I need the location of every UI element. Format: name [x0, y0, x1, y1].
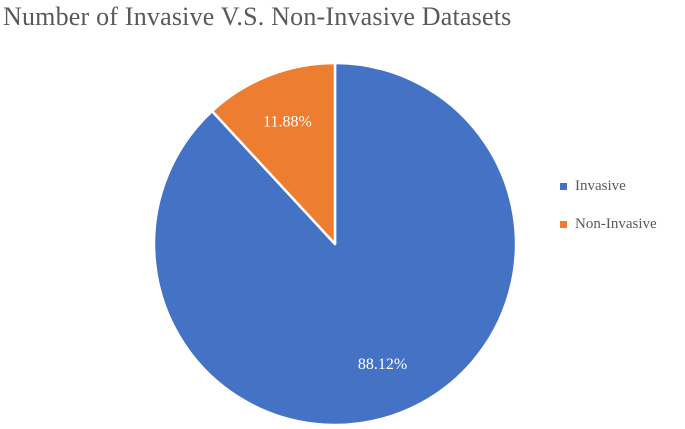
- chart-legend: Invasive Non-Invasive: [560, 176, 657, 252]
- data-label-invasive: 88.12%: [358, 356, 407, 373]
- legend-swatch-invasive: [560, 182, 567, 190]
- legend-label-invasive: Invasive: [575, 177, 626, 194]
- data-label-non-invasive: 11.88%: [263, 113, 312, 130]
- legend-item-invasive: Invasive: [560, 176, 657, 196]
- chart-title: Number of Invasive V.S. Non-Invasive Dat…: [3, 2, 512, 31]
- pie-slice-non-invasive: [210, 61, 337, 246]
- legend-item-non-invasive: Non-Invasive: [560, 214, 657, 234]
- legend-swatch-non-invasive: [560, 220, 567, 228]
- legend-label-non-invasive: Non-Invasive: [575, 215, 657, 232]
